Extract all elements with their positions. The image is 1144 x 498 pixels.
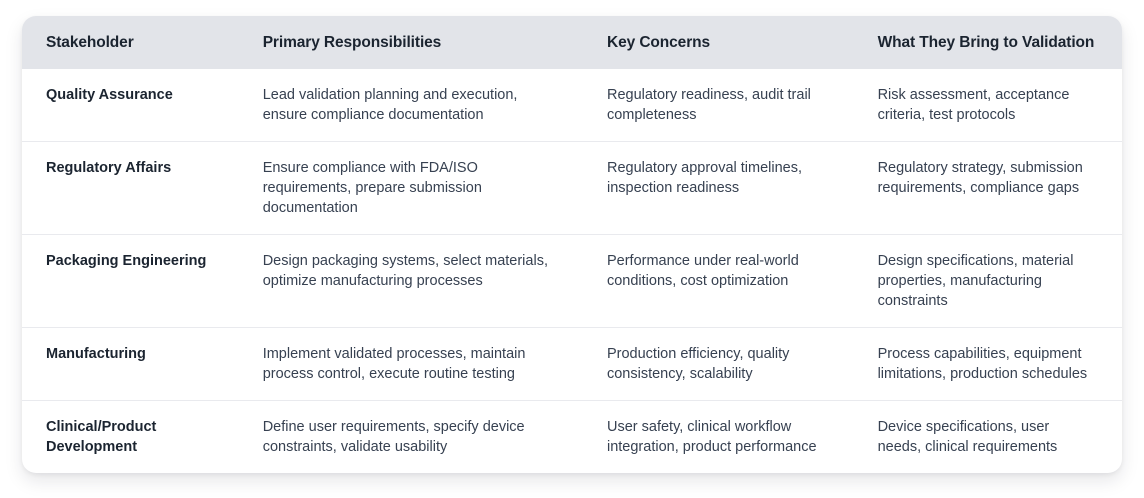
stakeholder-cell: Manufacturing [46, 346, 146, 362]
stakeholder-table-card: Stakeholder Primary Responsibilities Key… [22, 16, 1122, 473]
table-header-row: Stakeholder Primary Responsibilities Key… [22, 16, 1122, 69]
concerns-cell: Regulatory approval timelines, inspectio… [606, 160, 803, 196]
column-header-primary-responsibilities: Primary Responsibilities [238, 16, 583, 69]
responsibilities-cell: Define user requirements, specify device… [262, 419, 525, 455]
column-header-stakeholder: Stakeholder [22, 16, 239, 69]
table-row-manufacturing: Manufacturing Implement validated proces… [22, 327, 1122, 401]
responsibilities-cell: Lead validation planning and execution, … [262, 87, 518, 123]
concerns-cell: Production efficiency, quality consisten… [606, 346, 790, 382]
concerns-cell: Performance under real-world conditions,… [606, 253, 799, 289]
brings-cell: Process capabilities, equipment limitati… [877, 346, 1088, 382]
stakeholder-cell: Packaging Engineering [46, 253, 207, 269]
table-row-regulatory-affairs: Regulatory Affairs Ensure compliance wit… [22, 141, 1122, 235]
table-row-clinical-product-development: Clinical/Product Development Define user… [22, 400, 1122, 474]
brings-cell: Design specifications, material properti… [877, 253, 1074, 309]
stakeholder-table: Stakeholder Primary Responsibilities Key… [22, 16, 1122, 473]
stakeholder-cell: Clinical/Product Development [46, 419, 157, 455]
brings-cell: Device specifications, user needs, clini… [877, 419, 1058, 455]
concerns-cell: Regulatory readiness, audit trail comple… [606, 87, 811, 123]
column-header-key-concerns: Key Concerns [582, 16, 854, 69]
responsibilities-cell: Implement validated processes, maintain … [262, 346, 526, 382]
concerns-cell: User safety, clinical workflow integrati… [606, 419, 817, 455]
table-body: Quality Assurance Lead validation planni… [22, 69, 1122, 473]
table-row-quality-assurance: Quality Assurance Lead validation planni… [22, 69, 1122, 142]
stakeholder-cell: Regulatory Affairs [46, 160, 172, 176]
column-header-what-they-bring: What They Bring to Validation [853, 16, 1122, 69]
table-header: Stakeholder Primary Responsibilities Key… [22, 16, 1122, 69]
stakeholder-cell: Quality Assurance [46, 87, 173, 103]
responsibilities-cell: Design packaging systems, select materia… [262, 253, 548, 289]
brings-cell: Risk assessment, acceptance criteria, te… [877, 87, 1070, 123]
table-row-packaging-engineering: Packaging Engineering Design packaging s… [22, 234, 1122, 328]
responsibilities-cell: Ensure compliance with FDA/ISO requireme… [262, 160, 482, 216]
brings-cell: Regulatory strategy, submission requirem… [877, 160, 1083, 196]
